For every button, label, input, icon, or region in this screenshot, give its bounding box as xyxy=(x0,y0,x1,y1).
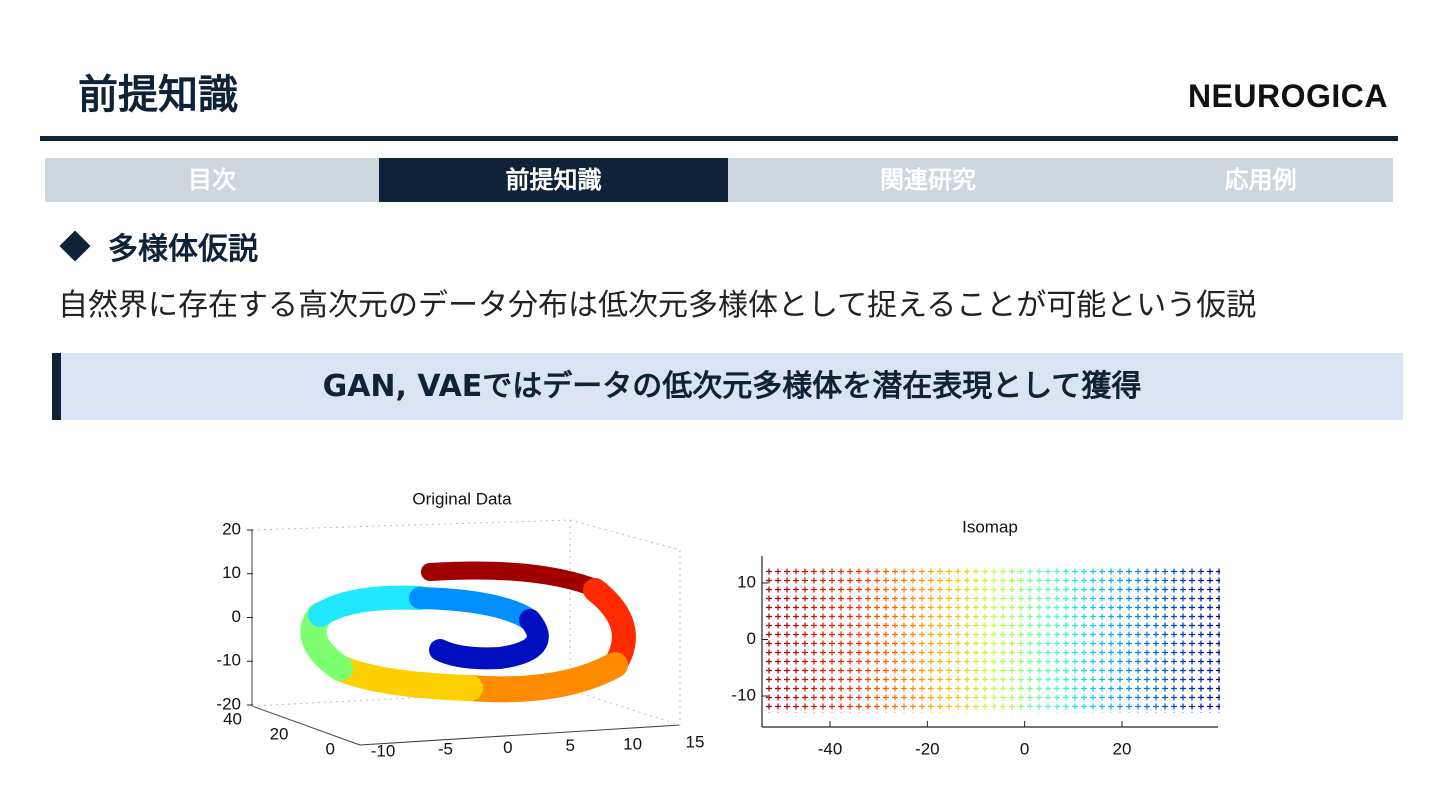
y-tick-label: 10 xyxy=(737,572,756,591)
slide-title: 前提知識 xyxy=(78,72,238,118)
tab[interactable]: 関連研究 xyxy=(728,158,1128,202)
y-tick-label: 40 xyxy=(223,709,242,728)
y-tick-label: 20 xyxy=(270,724,289,743)
isomap-illustration xyxy=(765,568,1220,713)
x-tick-label: 5 xyxy=(565,736,574,755)
x-tick-label: 15 xyxy=(686,732,705,751)
y-tick-label: 0 xyxy=(747,629,756,648)
body-text: 自然界に存在する高次元のデータ分布は低次元多様体として捉えることが可能という仮説 xyxy=(58,288,1257,323)
x-tick-label: -10 xyxy=(371,741,396,760)
tab[interactable]: 応用例 xyxy=(1128,158,1393,202)
logo: NEUROGICA xyxy=(1187,78,1388,114)
section-heading: 多様体仮説 xyxy=(58,224,258,268)
x-tick-label: 0 xyxy=(503,738,512,757)
y-tick-label: -10 xyxy=(731,685,756,704)
tab[interactable]: 目次 xyxy=(45,158,379,202)
z-tick-label: -20 xyxy=(216,694,241,713)
heading-text: 多様体仮説 xyxy=(108,232,258,267)
x-tick-label: -40 xyxy=(818,739,843,758)
swiss-roll-illustration xyxy=(300,561,636,703)
x-tick-label: -20 xyxy=(915,739,940,758)
x-tick-label: -5 xyxy=(438,740,453,759)
y-tick-label: 0 xyxy=(326,739,335,758)
x-tick-label: 10 xyxy=(623,734,642,753)
x-tick-label: 0 xyxy=(1020,739,1029,758)
figure-title: Isomap xyxy=(962,517,1018,536)
tab[interactable]: 前提知識 xyxy=(379,158,728,202)
z-tick-label: -10 xyxy=(216,651,241,670)
isomap-axes xyxy=(761,556,1218,728)
z-tick-label: 10 xyxy=(222,563,241,582)
z-tick-label: 20 xyxy=(222,519,241,538)
z-tick-label: 0 xyxy=(232,607,241,626)
x-tick-label: 20 xyxy=(1113,739,1132,758)
title-rule xyxy=(40,136,1398,141)
bullet-diamond xyxy=(59,230,91,262)
tab-bar: 目次 前提知識 関連研究 応用例 xyxy=(45,158,1393,202)
callout: GAN, VAEではデータの低次元多様体を潜在表現として獲得 xyxy=(52,353,1403,420)
figure-title: Original Data xyxy=(412,489,512,508)
